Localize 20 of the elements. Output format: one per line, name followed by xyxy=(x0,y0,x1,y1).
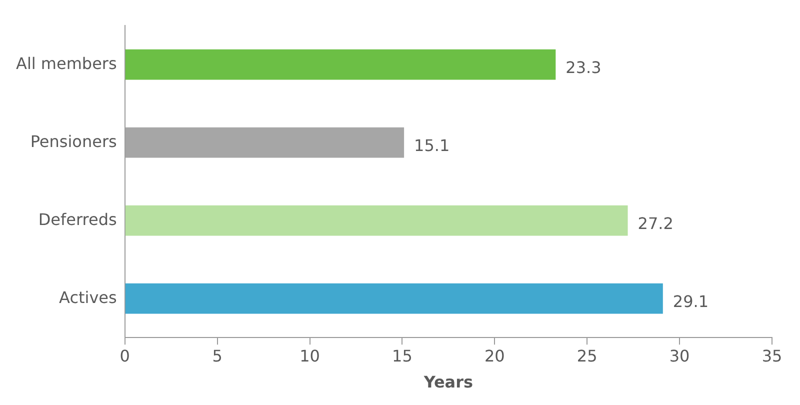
bar xyxy=(125,49,556,80)
data-label: 23.3 xyxy=(566,58,602,77)
x-tick-label: 10 xyxy=(300,346,320,366)
x-tick-label: 0 xyxy=(120,346,130,366)
y-tick-label: Deferreds xyxy=(38,210,117,229)
y-tick-label: All members xyxy=(16,54,117,73)
data-label: 29.1 xyxy=(672,292,709,311)
x-tick-label: 35 xyxy=(762,346,782,366)
x-tick-label: 15 xyxy=(392,346,412,366)
x-tick-label: 30 xyxy=(669,346,690,366)
data-label: 27.2 xyxy=(638,214,674,233)
x-axis-title: Years xyxy=(422,372,474,392)
y-tick-label: Pensioners xyxy=(30,132,117,151)
x-tick-label: 25 xyxy=(576,346,598,366)
y-tick-label: Actives xyxy=(59,288,117,307)
bar xyxy=(125,283,663,314)
x-tick-label: 5 xyxy=(212,346,222,366)
data-label: 15.1 xyxy=(414,136,450,155)
x-tick-label: 20 xyxy=(484,346,505,366)
bar xyxy=(125,205,628,236)
